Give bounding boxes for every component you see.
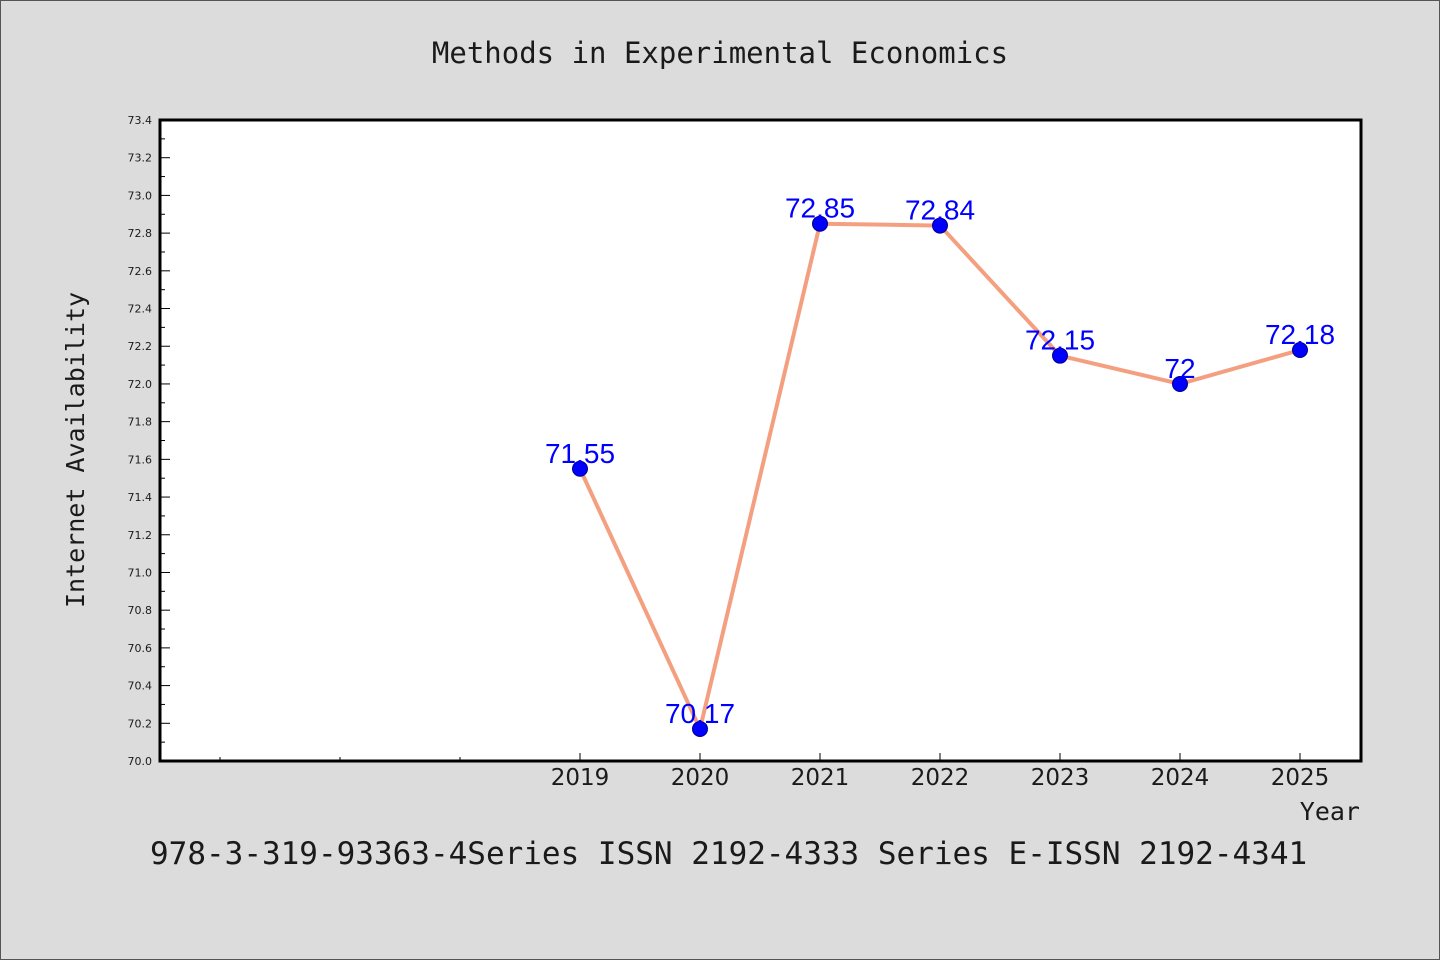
- series-line-group: 71.55 70.17 72.85 72.84 72.15 72 72.18: [545, 193, 1335, 737]
- y-tick-label: 73.2: [128, 152, 153, 165]
- y-tick-label: 72.8: [128, 227, 153, 240]
- x-tick-label: 2019: [551, 765, 610, 791]
- x-tick-label: 2023: [1031, 765, 1090, 791]
- data-label: 70.17: [665, 698, 735, 729]
- y-tick-label: 73.0: [128, 189, 153, 202]
- x-tick-label: 2021: [791, 765, 850, 791]
- data-label: 72.15: [1025, 325, 1095, 356]
- y-tick-label: 72.4: [128, 303, 153, 316]
- data-point: [572, 460, 588, 477]
- x-tick-label: 2025: [1271, 765, 1330, 791]
- x-axis: 2019 2020 2021 2022 2023 2024 2025: [219, 753, 1330, 791]
- y-tick-label: 73.4: [128, 114, 153, 127]
- data-point: [932, 217, 948, 234]
- data-point: [812, 215, 828, 232]
- x-tick-label: 2024: [1151, 765, 1210, 791]
- plot-area: [158, 118, 1363, 763]
- y-tick-label: 72.2: [128, 340, 153, 353]
- y-tick-label: 71.2: [128, 529, 153, 542]
- y-tick-label: 71.0: [128, 566, 153, 579]
- data-point: [1052, 347, 1068, 364]
- data-label: 71.55: [545, 438, 615, 469]
- y-tick-label: 72.6: [128, 265, 153, 278]
- y-tick-label: 71.8: [128, 416, 153, 429]
- data-label: 72.85: [785, 193, 855, 224]
- footnote-isbn: 978-3-319-93363-4Series ISSN 2192-4333 S…: [150, 836, 1307, 872]
- x-tick-label: 2020: [671, 765, 730, 791]
- data-point: [692, 720, 708, 737]
- data-point: [1172, 375, 1188, 392]
- data-label: 72: [1164, 353, 1195, 384]
- y-tick-label: 71.4: [128, 491, 153, 504]
- y-tick-label: 70.8: [128, 604, 153, 617]
- y-axis-label: Internet Availability: [61, 292, 90, 608]
- y-tick-label: 70.2: [128, 717, 153, 730]
- data-label: 72.84: [905, 195, 975, 226]
- x-tick-label: 2022: [911, 765, 970, 791]
- data-point: [1292, 342, 1308, 359]
- x-axis-label: Year: [1300, 797, 1360, 826]
- data-label: 72.18: [1265, 319, 1335, 350]
- chart-title: Methods in Experimental Economics: [432, 36, 1008, 70]
- y-tick-label: 72.0: [128, 378, 153, 391]
- y-axis: 70.0 70.2 70.4 70.6 70.8 71.0 71.2 71.4 71.6 71.8…: [128, 114, 170, 768]
- y-tick-label: 71.6: [128, 453, 153, 466]
- y-tick-label: 70.4: [128, 680, 153, 693]
- y-tick-label: 70.0: [128, 755, 153, 768]
- y-tick-label: 70.6: [128, 642, 153, 655]
